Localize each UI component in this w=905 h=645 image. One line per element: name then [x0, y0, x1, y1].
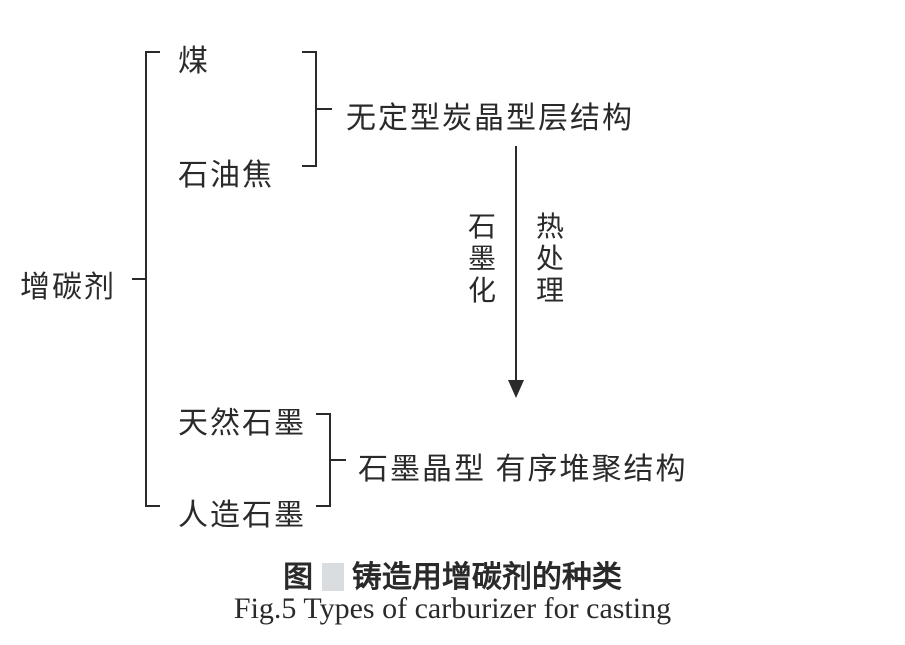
arrow-right-char: 热: [536, 212, 564, 244]
arrow-left-label: 石墨化: [468, 212, 496, 309]
caption-figure-number-box: [322, 563, 344, 591]
arrow-left-char: 化: [468, 276, 496, 308]
node-artificial-graphite: 人造石墨: [178, 490, 306, 534]
arrow-left-char: 墨: [468, 244, 496, 276]
node-petcoke: 石油焦: [178, 150, 274, 194]
root-label: 增碳剂: [20, 262, 116, 306]
arrow-right-char: 理: [536, 276, 564, 308]
caption-cn-prefix: 图: [283, 561, 313, 594]
node-natural-graphite: 天然石墨: [178, 398, 306, 442]
arrow-right-label: 热处理: [536, 212, 564, 309]
caption-en: Fig.5 Types of carburizer for casting: [0, 592, 905, 626]
caption-cn: 图 铸造用增碳剂的种类: [0, 552, 905, 596]
result-amorphous: 无定型炭晶型层结构: [346, 93, 634, 137]
caption-cn-text: 铸造用增碳剂的种类: [352, 561, 622, 594]
result-graphite-crystal: 石墨晶型 有序堆聚结构: [358, 444, 688, 488]
node-coal: 煤: [178, 36, 210, 80]
arrow-right-char: 处: [536, 244, 564, 276]
arrow-left-char: 石: [468, 212, 496, 244]
